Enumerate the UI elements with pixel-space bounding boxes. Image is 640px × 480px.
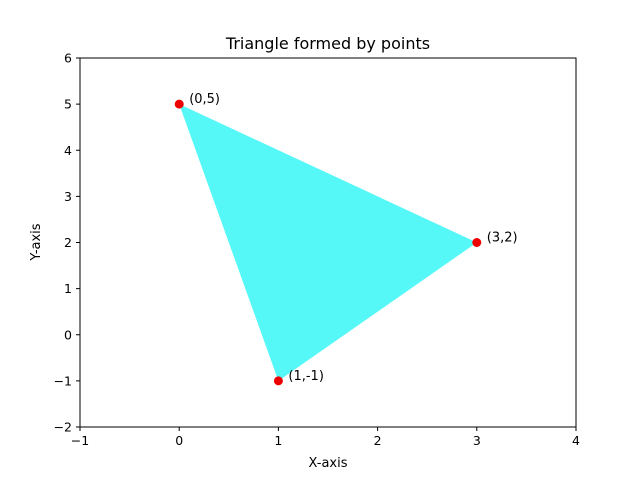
y-tick-label: 3 bbox=[64, 189, 72, 204]
y-tick-label: 4 bbox=[64, 143, 72, 158]
x-tick-label: −1 bbox=[71, 433, 89, 448]
x-tick-label: 4 bbox=[572, 433, 580, 448]
plot-area: (0,5) (3,2) (1,-1) bbox=[174, 92, 518, 386]
y-tick-label: −1 bbox=[54, 373, 72, 388]
y-axis-ticks: −2 −1 0 1 2 3 4 5 6 bbox=[54, 51, 80, 435]
x-tick-label: 3 bbox=[473, 433, 481, 448]
data-point-label: (1,-1) bbox=[288, 369, 324, 384]
data-point-marker bbox=[273, 376, 283, 386]
x-axis-ticks: −1 0 1 2 3 4 bbox=[71, 427, 580, 448]
y-tick-label: 1 bbox=[64, 281, 72, 296]
y-tick-label: 2 bbox=[64, 235, 72, 250]
x-axis-label: X-axis bbox=[309, 456, 348, 471]
data-point-label: (0,5) bbox=[189, 92, 220, 107]
x-tick-label: 2 bbox=[374, 433, 382, 448]
y-tick-label: 6 bbox=[64, 51, 72, 66]
y-tick-label: 0 bbox=[64, 327, 72, 342]
data-point-marker bbox=[472, 238, 482, 247]
y-axis-label: Y-axis bbox=[29, 223, 44, 261]
triangle-area bbox=[179, 104, 477, 381]
chart-title: Triangle formed by points bbox=[225, 34, 430, 53]
x-tick-label: 1 bbox=[274, 433, 282, 448]
x-tick-label: 0 bbox=[175, 433, 183, 448]
data-point-label: (3,2) bbox=[487, 231, 518, 246]
plot-frame bbox=[79, 57, 577, 428]
y-tick-label: 5 bbox=[64, 97, 72, 112]
data-point-marker bbox=[174, 99, 184, 109]
y-tick-label: −2 bbox=[54, 420, 72, 435]
